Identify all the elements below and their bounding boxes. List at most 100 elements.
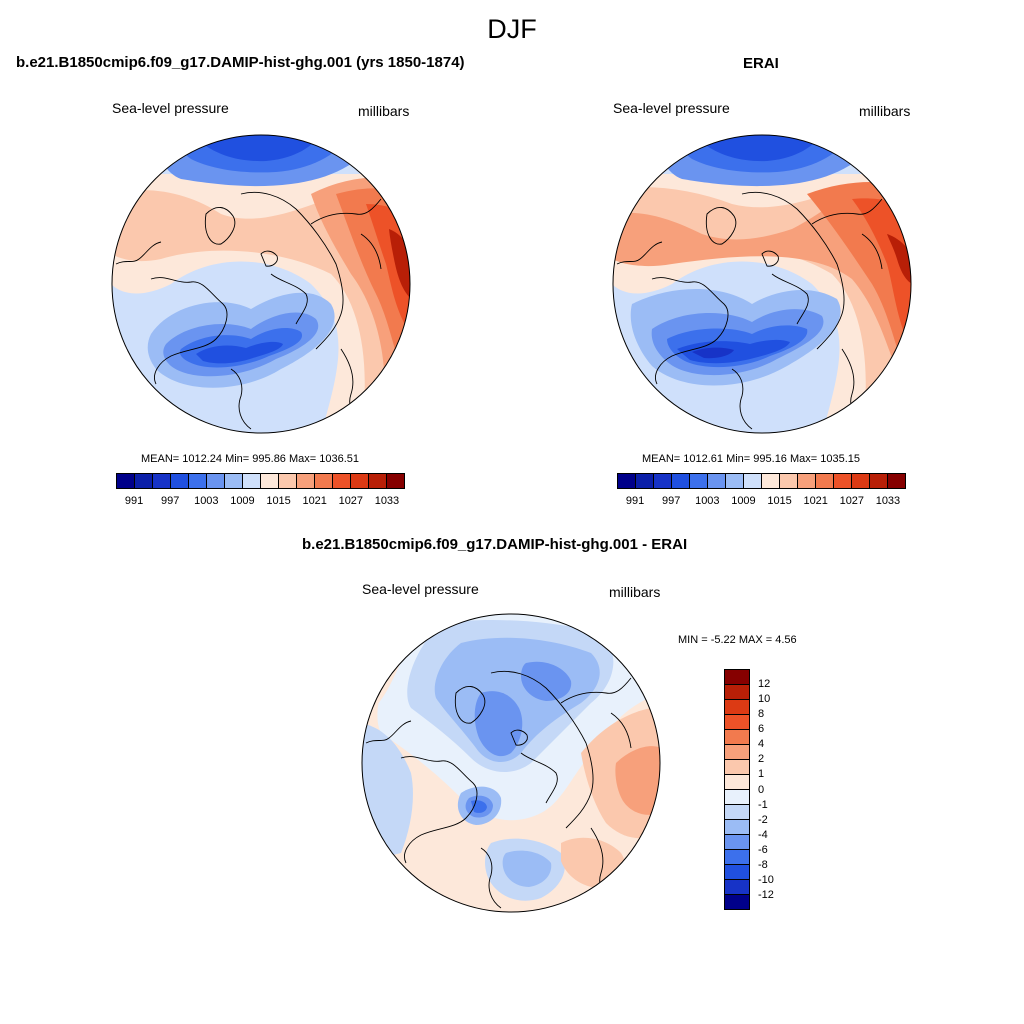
colorbar-swatch bbox=[725, 670, 749, 685]
colorbar-swatch bbox=[117, 474, 135, 488]
obs-polar-map bbox=[612, 134, 912, 434]
colorbar-swatch bbox=[708, 474, 726, 488]
colorbar-tick-label: 12 bbox=[758, 678, 771, 691]
model-map-boundary bbox=[111, 134, 411, 434]
colorbar-swatch bbox=[888, 474, 905, 488]
colorbar-swatch bbox=[725, 745, 749, 760]
colorbar-swatch bbox=[725, 820, 749, 835]
colorbar-tick-label: 1003 bbox=[194, 495, 219, 507]
colorbar-swatch bbox=[798, 474, 816, 488]
colorbar-tick-label: 1027 bbox=[338, 495, 364, 507]
figure-title: DJF bbox=[487, 14, 537, 44]
colorbar-swatch bbox=[744, 474, 762, 488]
colorbar-swatch bbox=[351, 474, 369, 488]
diff-units-label: millibars bbox=[609, 584, 661, 600]
colorbar-swatch bbox=[153, 474, 171, 488]
colorbar-swatch bbox=[135, 474, 153, 488]
colorbar-swatch bbox=[725, 880, 749, 895]
colorbar-swatch bbox=[225, 474, 243, 488]
colorbar-tick-label: 991 bbox=[124, 495, 144, 507]
colorbar-tick-label: 1003 bbox=[695, 495, 720, 507]
colorbar-swatch bbox=[762, 474, 780, 488]
colorbar-swatch bbox=[171, 474, 189, 488]
colorbar-swatch bbox=[207, 474, 225, 488]
colorbar-tick-label: -10 bbox=[758, 873, 774, 886]
colorbar-tick-label: 1015 bbox=[767, 495, 792, 507]
colorbar-tick-label: -6 bbox=[758, 843, 768, 856]
colorbar-swatch bbox=[189, 474, 207, 488]
colorbar-swatch bbox=[725, 715, 749, 730]
diff-stats: MIN = -5.22 MAX = 4.56 bbox=[678, 634, 797, 646]
colorbar-tick-label: -12 bbox=[758, 888, 774, 901]
colorbar-swatch bbox=[261, 474, 279, 488]
colorbar-tick-label: 1021 bbox=[803, 495, 828, 507]
colorbar-swatch bbox=[387, 474, 404, 488]
diff-coastlines bbox=[365, 670, 632, 909]
obs-stats: MEAN= 1012.61 Min= 995.16 Max= 1035.15 bbox=[642, 453, 861, 465]
colorbar-swatch bbox=[726, 474, 744, 488]
colorbar-tick-label: 1015 bbox=[266, 495, 291, 507]
colorbar-tick-label: 997 bbox=[662, 495, 681, 507]
colorbar-swatch bbox=[725, 730, 749, 745]
model-polar-map bbox=[111, 134, 411, 434]
diff-pressure-field bbox=[362, 614, 660, 912]
colorbar-swatch bbox=[333, 474, 351, 488]
colorbar-swatch bbox=[725, 685, 749, 700]
colorbar-swatch bbox=[725, 850, 749, 865]
colorbar-swatch bbox=[672, 474, 690, 488]
model-colorbar bbox=[116, 473, 405, 489]
colorbar-swatch bbox=[369, 474, 387, 488]
model-units-label: millibars bbox=[358, 103, 410, 119]
obs-variable-label: Sea-level pressure bbox=[613, 100, 730, 116]
colorbar-swatch bbox=[816, 474, 834, 488]
colorbar-swatch bbox=[690, 474, 708, 488]
colorbar-tick-label: 1033 bbox=[875, 495, 901, 507]
diff-panel-title: b.e21.B1850cmip6.f09_g17.DAMIP-hist-ghg.… bbox=[302, 536, 688, 553]
colorbar-tick-label: 1027 bbox=[839, 495, 865, 507]
colorbar-swatch bbox=[725, 895, 749, 909]
colorbar-swatch bbox=[618, 474, 636, 488]
colorbar-swatch bbox=[725, 790, 749, 805]
colorbar-tick-label: 6 bbox=[758, 723, 765, 736]
colorbar-swatch bbox=[725, 865, 749, 880]
model-pressure-field bbox=[112, 135, 410, 433]
model-coastlines bbox=[115, 191, 382, 430]
colorbar-tick-label: -1 bbox=[758, 798, 768, 811]
colorbar-tick-label: 0 bbox=[758, 783, 765, 796]
colorbar-tick-label: 2 bbox=[758, 753, 765, 766]
colorbar-tick-label: 4 bbox=[758, 738, 765, 751]
colorbar-tick-label: -4 bbox=[758, 828, 768, 841]
colorbar-swatch bbox=[725, 835, 749, 850]
diff-polar-map bbox=[361, 613, 661, 913]
model-panel-title: b.e21.B1850cmip6.f09_g17.DAMIP-hist-ghg.… bbox=[16, 54, 465, 71]
obs-colorbar bbox=[617, 473, 906, 489]
colorbar-swatch bbox=[654, 474, 672, 488]
colorbar-tick-label: 997 bbox=[161, 495, 180, 507]
obs-map-boundary bbox=[612, 134, 912, 434]
colorbar-swatch bbox=[780, 474, 798, 488]
colorbar-tick-label: 10 bbox=[758, 693, 771, 706]
obs-pressure-field bbox=[613, 135, 911, 433]
colorbar-tick-label: 8 bbox=[758, 708, 765, 721]
colorbar-swatch bbox=[297, 474, 315, 488]
colorbar-swatch bbox=[870, 474, 888, 488]
colorbar-swatch bbox=[279, 474, 297, 488]
diff-map-boundary bbox=[361, 613, 661, 913]
colorbar-swatch bbox=[725, 700, 749, 715]
colorbar-tick-label: 1033 bbox=[374, 495, 400, 507]
diff-colorbar bbox=[724, 669, 750, 910]
colorbar-swatch bbox=[243, 474, 261, 488]
model-stats: MEAN= 1012.24 Min= 995.86 Max= 1036.51 bbox=[141, 453, 360, 465]
colorbar-tick-label: 1021 bbox=[302, 495, 327, 507]
model-variable-label: Sea-level pressure bbox=[112, 100, 229, 116]
colorbar-tick-label: 991 bbox=[625, 495, 645, 507]
colorbar-swatch bbox=[725, 805, 749, 820]
colorbar-swatch bbox=[852, 474, 870, 488]
colorbar-tick-label: 1009 bbox=[230, 495, 255, 507]
colorbar-swatch bbox=[725, 775, 749, 790]
obs-units-label: millibars bbox=[859, 103, 911, 119]
colorbar-tick-label: -2 bbox=[758, 813, 768, 826]
diff-variable-label: Sea-level pressure bbox=[362, 581, 479, 597]
obs-panel-title: ERAI bbox=[743, 55, 779, 72]
colorbar-swatch bbox=[636, 474, 654, 488]
